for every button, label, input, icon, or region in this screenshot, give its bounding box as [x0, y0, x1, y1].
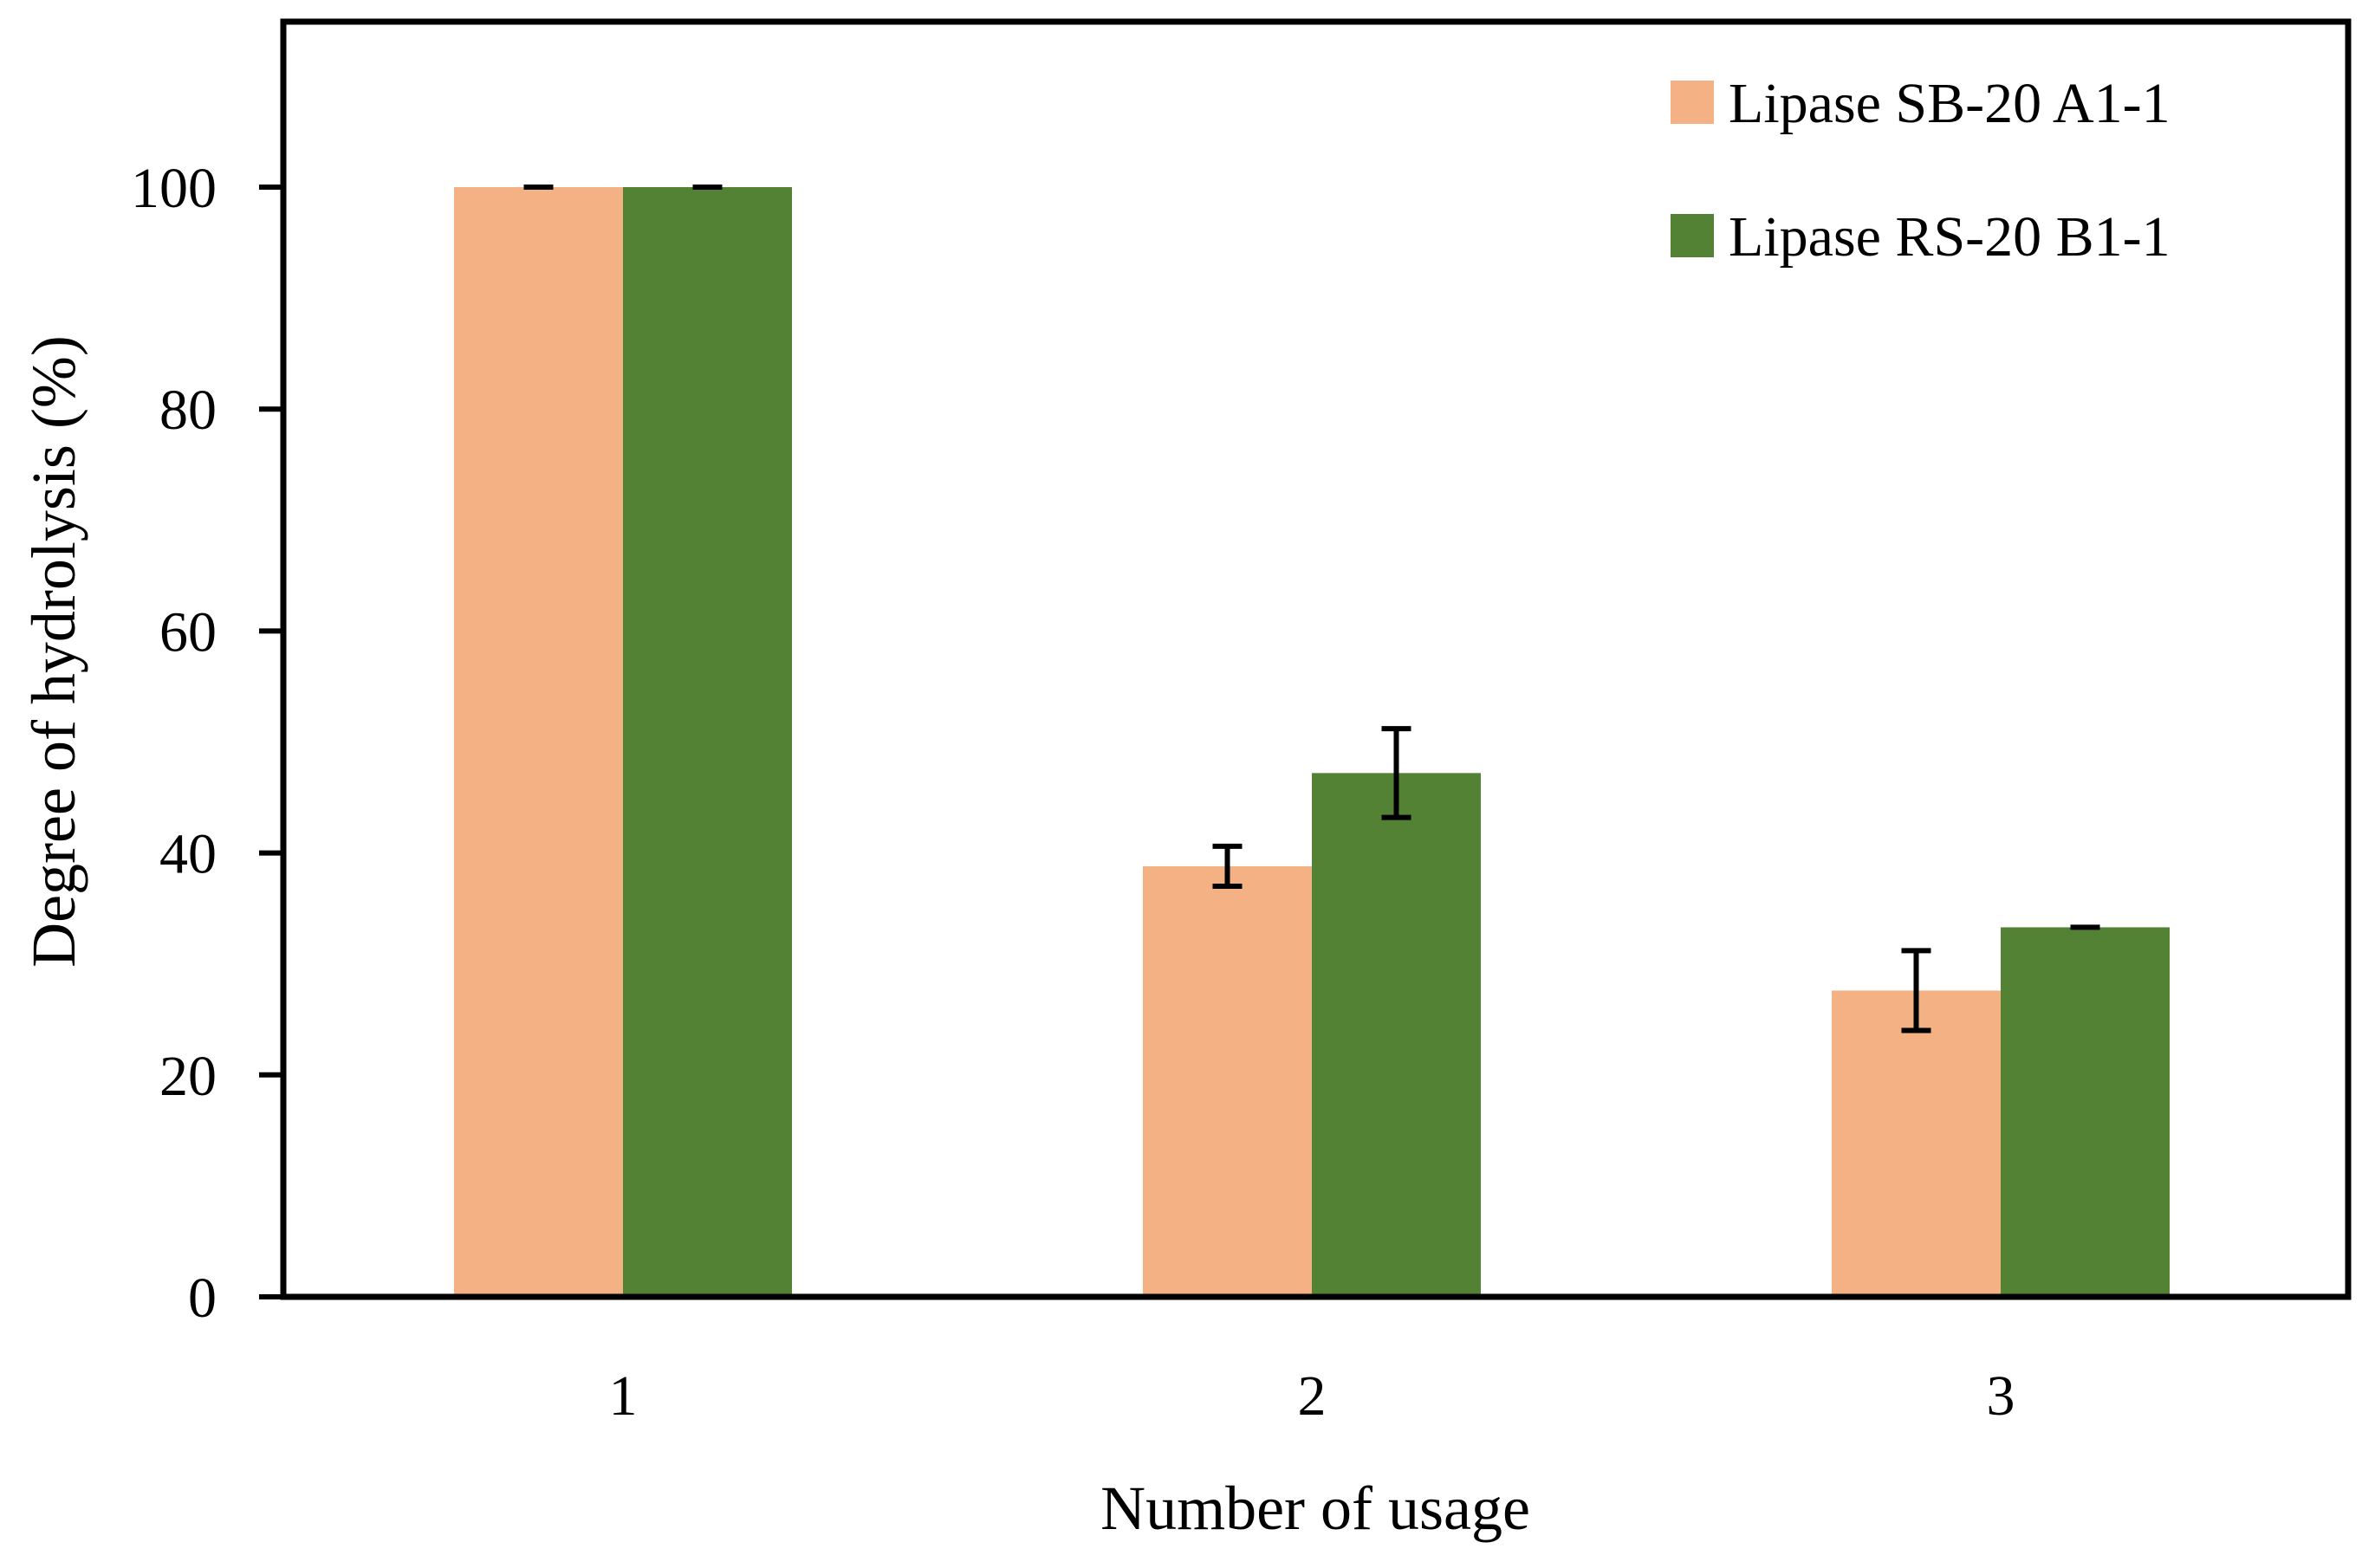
error-bars-layer [523, 185, 2100, 1033]
y-tick-label: 80 [159, 379, 217, 442]
y-axis-title: Degree of hydrolysis (%) [19, 335, 88, 968]
y-tick-label: 20 [159, 1045, 217, 1108]
y-tick: 0 [188, 1267, 283, 1330]
y-tick-label: 100 [131, 157, 217, 220]
bars-layer [454, 187, 2170, 1297]
y-tick: 100 [131, 157, 283, 220]
bar [1312, 773, 1481, 1297]
x-axis-ticks: 1 2 3 [609, 1364, 2015, 1428]
x-tick-label: 2 [1298, 1364, 1327, 1428]
error-bar [1212, 843, 1243, 890]
bar [2001, 927, 2170, 1297]
bar [1832, 990, 2001, 1297]
legend-item: Lipase RS-20 B1-1 [1671, 205, 2171, 269]
y-tick: 80 [159, 379, 283, 442]
bar [454, 187, 623, 1297]
legend-item: Lipase SB-20 A1-1 [1671, 72, 2171, 135]
legend-label: Lipase RS-20 B1-1 [1729, 205, 2171, 269]
bar [1143, 865, 1312, 1297]
y-tick-label: 0 [188, 1267, 217, 1330]
legend-label: Lipase SB-20 A1-1 [1729, 72, 2171, 135]
x-axis-title: Number of usage [1100, 1474, 1530, 1543]
legend-swatch [1671, 214, 1714, 257]
error-bar [1381, 726, 1411, 820]
y-axis-ticks: 0 20 40 60 80 100 [131, 157, 283, 1330]
y-tick-label: 60 [159, 600, 217, 664]
y-tick: 20 [159, 1045, 283, 1108]
error-bar [1901, 948, 1931, 1033]
x-tick-label: 3 [1987, 1364, 2015, 1428]
plot-frame [280, 18, 2352, 1300]
legend: Lipase SB-20 A1-1 Lipase RS-20 B1-1 [1671, 72, 2171, 269]
x-tick-label: 1 [609, 1364, 638, 1428]
y-tick-label: 40 [159, 823, 217, 886]
y-tick: 60 [159, 600, 283, 664]
legend-swatch [1671, 81, 1714, 124]
y-tick: 40 [159, 823, 283, 886]
bar [623, 187, 792, 1297]
